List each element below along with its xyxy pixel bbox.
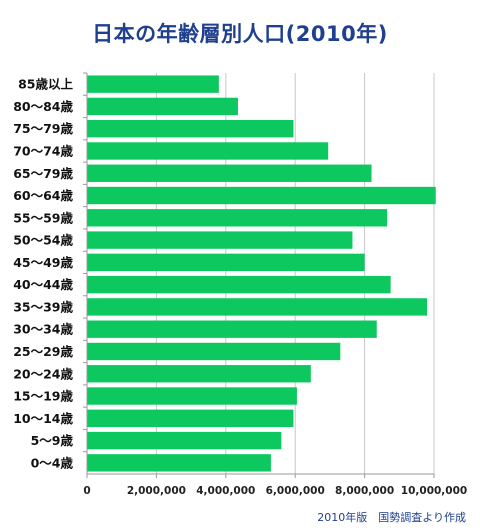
x-tick-label: 4,000,000: [196, 485, 255, 497]
source-note: 2010年版 国勢調査より作成: [317, 511, 466, 524]
bar: [87, 342, 341, 361]
bars: [87, 75, 436, 472]
category-label: 75～79歳: [13, 121, 73, 136]
bar: [87, 142, 329, 160]
x-tick-label: 2,000,000: [127, 485, 186, 497]
bar: [87, 186, 436, 205]
x-tick-labels: 0 2,000,000 4,000,000 6,000,000 8,000,000 10,…: [83, 485, 467, 497]
bar: [87, 431, 282, 450]
bar: [87, 97, 238, 116]
category-label: 20～24歳: [13, 366, 73, 381]
x-tick-label: 8,000,000: [335, 485, 394, 497]
category-label: 60～64歳: [13, 188, 73, 203]
bar: [87, 75, 219, 93]
gridlines: [155, 73, 435, 474]
category-label: 10～14歳: [13, 411, 73, 426]
bar: [87, 164, 372, 182]
bar: [87, 454, 271, 472]
category-label: 85歳以上: [18, 77, 73, 92]
bar: [87, 409, 294, 427]
bar: [87, 209, 388, 227]
category-label: 30～34歳: [13, 322, 73, 337]
category-label: 25～29歳: [13, 344, 73, 359]
category-label: 15～19歳: [13, 389, 73, 404]
category-label: 40～44歳: [13, 277, 73, 292]
x-tick-label: 0: [83, 485, 90, 497]
bar: [87, 231, 353, 249]
category-label: 70～74歳: [13, 143, 73, 158]
category-label: 5～9歳: [31, 433, 74, 448]
category-label: 80～84歳: [13, 99, 73, 114]
category-label: 0～4歳: [31, 455, 74, 470]
bar: [87, 120, 294, 138]
x-tick-label: 10,000,000: [401, 485, 467, 497]
category-label: 35～39歳: [13, 299, 73, 314]
bar: [87, 387, 297, 405]
category-label: 55～59歳: [13, 210, 73, 225]
bar: [87, 275, 391, 294]
category-label: 45～49歳: [13, 255, 73, 270]
axes: [83, 72, 435, 478]
x-tick-label: 6,000,000: [266, 485, 325, 497]
bar: [87, 253, 365, 272]
category-label: 65～79歳: [13, 166, 73, 181]
chart-title: 日本の年齢層別人口(2010年): [92, 22, 388, 46]
category-label: 50～54歳: [13, 233, 73, 248]
bar: [87, 298, 428, 316]
bar: [87, 365, 311, 383]
bar: [87, 320, 377, 338]
category-labels: 85歳以上 80～84歳 75～79歳 70～74歳 65～79歳 60～64歳 55～59…: [13, 77, 73, 471]
